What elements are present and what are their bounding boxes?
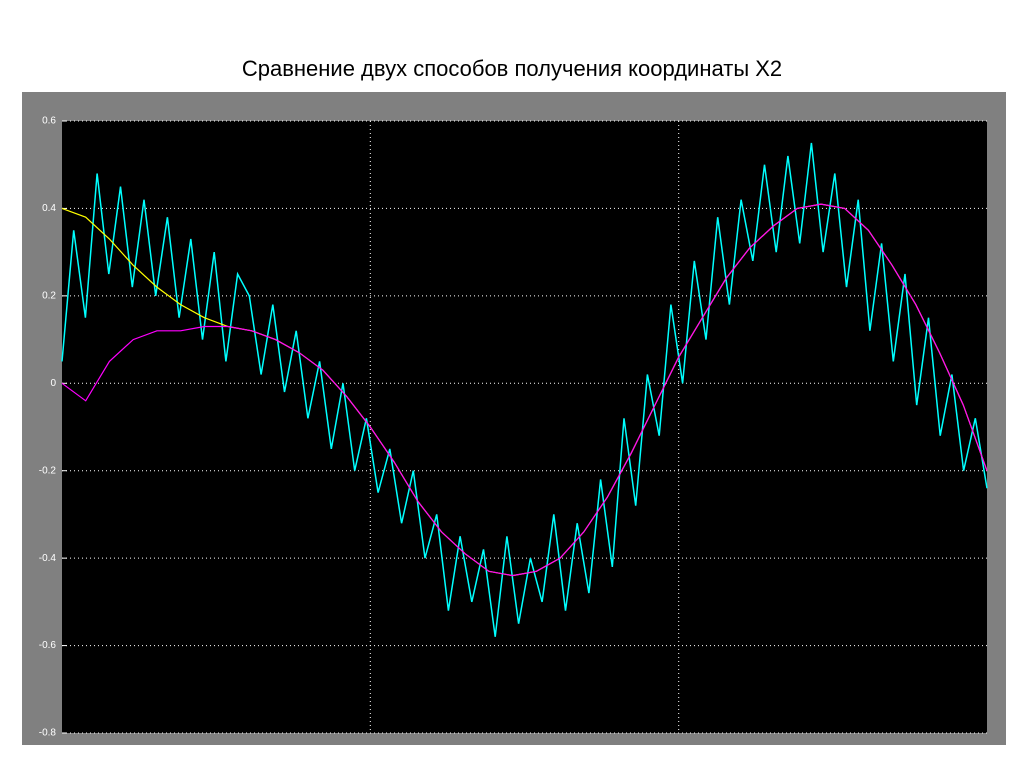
- y-tick-label: -0.4: [39, 553, 57, 564]
- y-tick-label: -0.2: [39, 465, 57, 476]
- y-tick-label: 0.6: [42, 116, 56, 127]
- plot-area: [62, 121, 987, 733]
- chart-title: Сравнение двух способов получения коорди…: [242, 56, 782, 81]
- series-line: [61, 142, 988, 637]
- y-tick-label: 0: [50, 378, 56, 389]
- y-tick-label: -0.8: [39, 728, 57, 739]
- series-line: [61, 203, 988, 577]
- y-tick-label: 0.4: [42, 203, 56, 214]
- y-tick-label: 0.2: [42, 290, 56, 301]
- y-tick-label: -0.6: [39, 640, 57, 651]
